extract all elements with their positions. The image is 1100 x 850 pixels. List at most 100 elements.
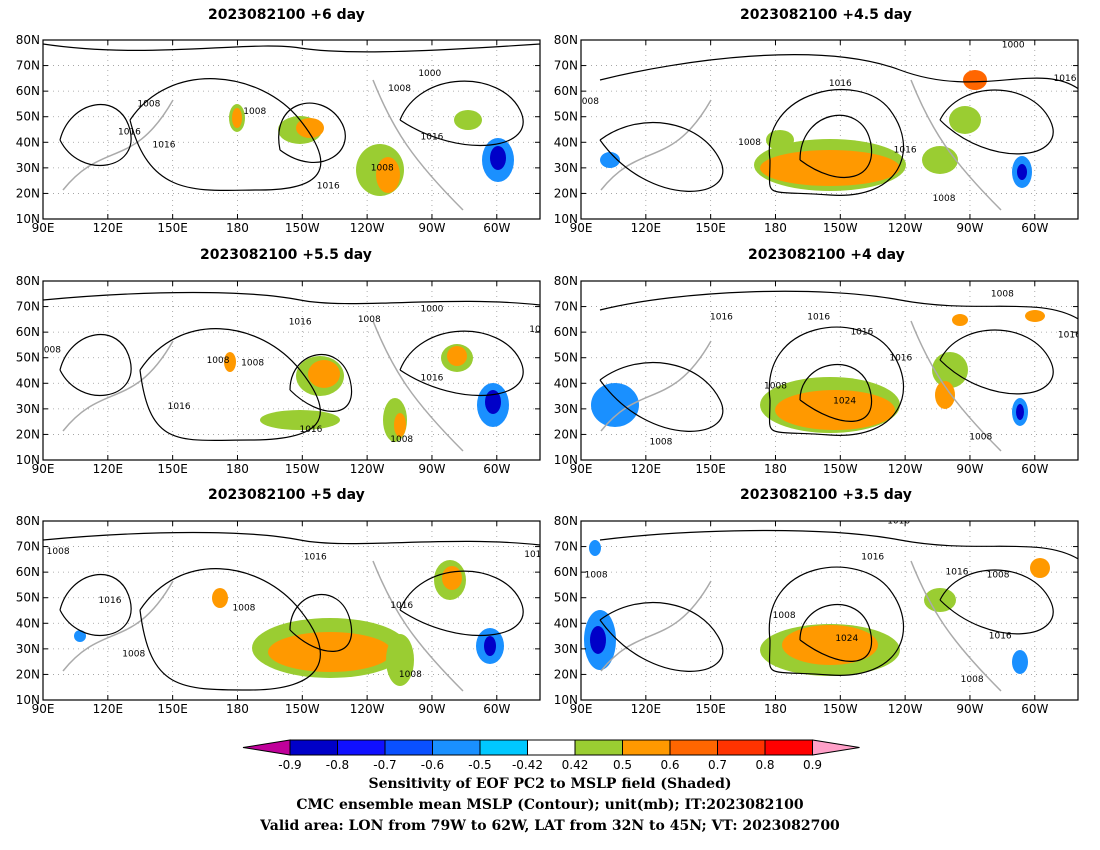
pressure-contour-4 xyxy=(59,573,132,636)
lon-label: 90E xyxy=(32,221,55,235)
colorbar-segment-10 xyxy=(717,739,766,756)
coastline xyxy=(910,560,1002,692)
contour-label-0: 1008 xyxy=(38,346,61,356)
lon-label: 90E xyxy=(32,702,55,716)
lat-label: 10N xyxy=(16,453,40,467)
lon-label: 150W xyxy=(285,462,320,476)
lat-label: 70N xyxy=(16,540,40,554)
map-frame xyxy=(42,39,541,220)
contour-label-1: 1016 xyxy=(807,312,830,322)
sensitivity-blob-1 xyxy=(268,632,392,672)
contour-label-1: 1008 xyxy=(207,356,230,366)
lon-label: 120E xyxy=(631,462,662,476)
contour-label-7: 1016 xyxy=(989,632,1012,642)
lat-label: 30N xyxy=(16,402,40,416)
contour-label-0: 1008 xyxy=(47,547,70,557)
lat-label: 10N xyxy=(554,693,578,707)
colorbar-segment-3 xyxy=(384,739,433,756)
pressure-contour-4 xyxy=(59,333,132,396)
lon-label: 120W xyxy=(350,221,385,235)
contour-label-6: 101 xyxy=(529,325,546,335)
pressure-contour-2 xyxy=(289,353,353,412)
contour-label-2: 1008 xyxy=(241,358,264,368)
contour-label-8: 1008 xyxy=(371,163,394,173)
contour-label-8: 1008 xyxy=(961,675,984,685)
contour-label-6: 1008 xyxy=(933,194,956,204)
sensitivity-blob-7 xyxy=(1017,164,1027,180)
colorbar-tick-label: 0.5 xyxy=(613,758,632,772)
lat-label: 30N xyxy=(16,642,40,656)
sensitivity-blob-7 xyxy=(1016,404,1024,420)
colorbar: -0.9 -0.8 -0.7 -0.6 -0.5 -0.42 0.42 0.5 0.6 0.7 0.… xyxy=(242,739,860,772)
sensitivity-blob-7 xyxy=(447,346,467,366)
contour-label-4: 1016 xyxy=(317,181,340,191)
lon-label: 150E xyxy=(695,462,726,476)
sensitivity-blob-6 xyxy=(454,110,482,130)
lat-label: 40N xyxy=(16,616,40,630)
contour-label-6: 1008 xyxy=(388,84,411,94)
lat-label: 20N xyxy=(554,427,578,441)
pressure-contour-3 xyxy=(939,89,1054,155)
sensitivity-blob-1 xyxy=(760,150,900,186)
lat-label: 20N xyxy=(554,186,578,200)
lon-label: 150W xyxy=(823,702,858,716)
pressure-contour-4 xyxy=(59,103,132,166)
lon-label: 120E xyxy=(93,702,124,716)
map-panel-5: 1016 1016 1016 1008 1008 1008 1024 1016 1008 10N 2… xyxy=(554,514,1079,716)
lat-label: 80N xyxy=(16,514,40,528)
map-background xyxy=(581,281,1078,460)
caption-line-3: Valid area: LON from 79W to 62W, LAT fro… xyxy=(260,818,840,834)
sensitivity-blob-8 xyxy=(591,383,639,427)
colorbar-segment-5 xyxy=(479,739,528,756)
colorbar-tick-label: -0.7 xyxy=(373,758,396,772)
pressure-contour-3 xyxy=(399,80,524,146)
contour-label-7: 1016 xyxy=(421,374,444,384)
contour-label-0: 1016 xyxy=(887,517,910,527)
lon-label: 150E xyxy=(157,462,188,476)
lon-label: 180 xyxy=(226,462,249,476)
lon-label: 60W xyxy=(483,221,510,235)
lon-label: 150W xyxy=(823,221,858,235)
panel-title-5day: 2023082100 +5 day xyxy=(208,487,365,503)
colorbar-min-arrow xyxy=(242,739,291,756)
map-frame xyxy=(42,280,541,461)
sensitivity-blob-3 xyxy=(386,634,414,686)
contour-label-5: 1000 xyxy=(418,69,441,79)
sensitivity-blob-4 xyxy=(952,314,968,326)
sensitivity-blob-1 xyxy=(308,360,340,388)
lat-label: 60N xyxy=(554,84,578,98)
colorbar-tick-label: -0.8 xyxy=(326,758,349,772)
contour-label-6: 1024 xyxy=(835,634,858,644)
colorbar-tick-label: -0.5 xyxy=(468,758,491,772)
lon-label: 150E xyxy=(157,702,188,716)
pressure-contour-1 xyxy=(139,328,321,441)
pressure-contour-4 xyxy=(599,361,724,432)
lon-label: 60W xyxy=(1021,462,1048,476)
colorbar-segment-7 xyxy=(574,739,623,756)
lat-label: 50N xyxy=(554,351,578,365)
pressure-contour-1 xyxy=(129,78,322,191)
pressure-contour-0 xyxy=(43,43,540,53)
lon-label: 150W xyxy=(823,462,858,476)
contour-label-2: 1016 xyxy=(153,140,176,150)
lat-label: 70N xyxy=(554,59,578,73)
lat-label: 40N xyxy=(16,376,40,390)
colorbar-tick-label: 0.8 xyxy=(755,758,774,772)
map-frame xyxy=(580,280,1079,461)
lat-label: 50N xyxy=(16,110,40,124)
map-panels: 1008 1016 1016 1008 1016 1000 1008 1016 1008 10N 2… xyxy=(16,33,1079,716)
lon-label: 90W xyxy=(418,702,445,716)
lon-label: 120W xyxy=(350,702,385,716)
pressure-contour-4 xyxy=(599,601,724,672)
lon-label: 60W xyxy=(483,462,510,476)
sensitivity-blob-5 xyxy=(442,566,462,590)
coastline xyxy=(372,320,464,452)
lat-label: 60N xyxy=(554,565,578,579)
contour-label-8: 1016 xyxy=(168,402,191,412)
lon-label: 90W xyxy=(956,702,983,716)
lat-label: 20N xyxy=(554,667,578,681)
contour-label-5: 1016 xyxy=(889,353,912,363)
sensitivity-blob-6 xyxy=(590,626,606,654)
contour-label-7: 1016 xyxy=(421,133,444,143)
lat-label: 10N xyxy=(16,693,40,707)
